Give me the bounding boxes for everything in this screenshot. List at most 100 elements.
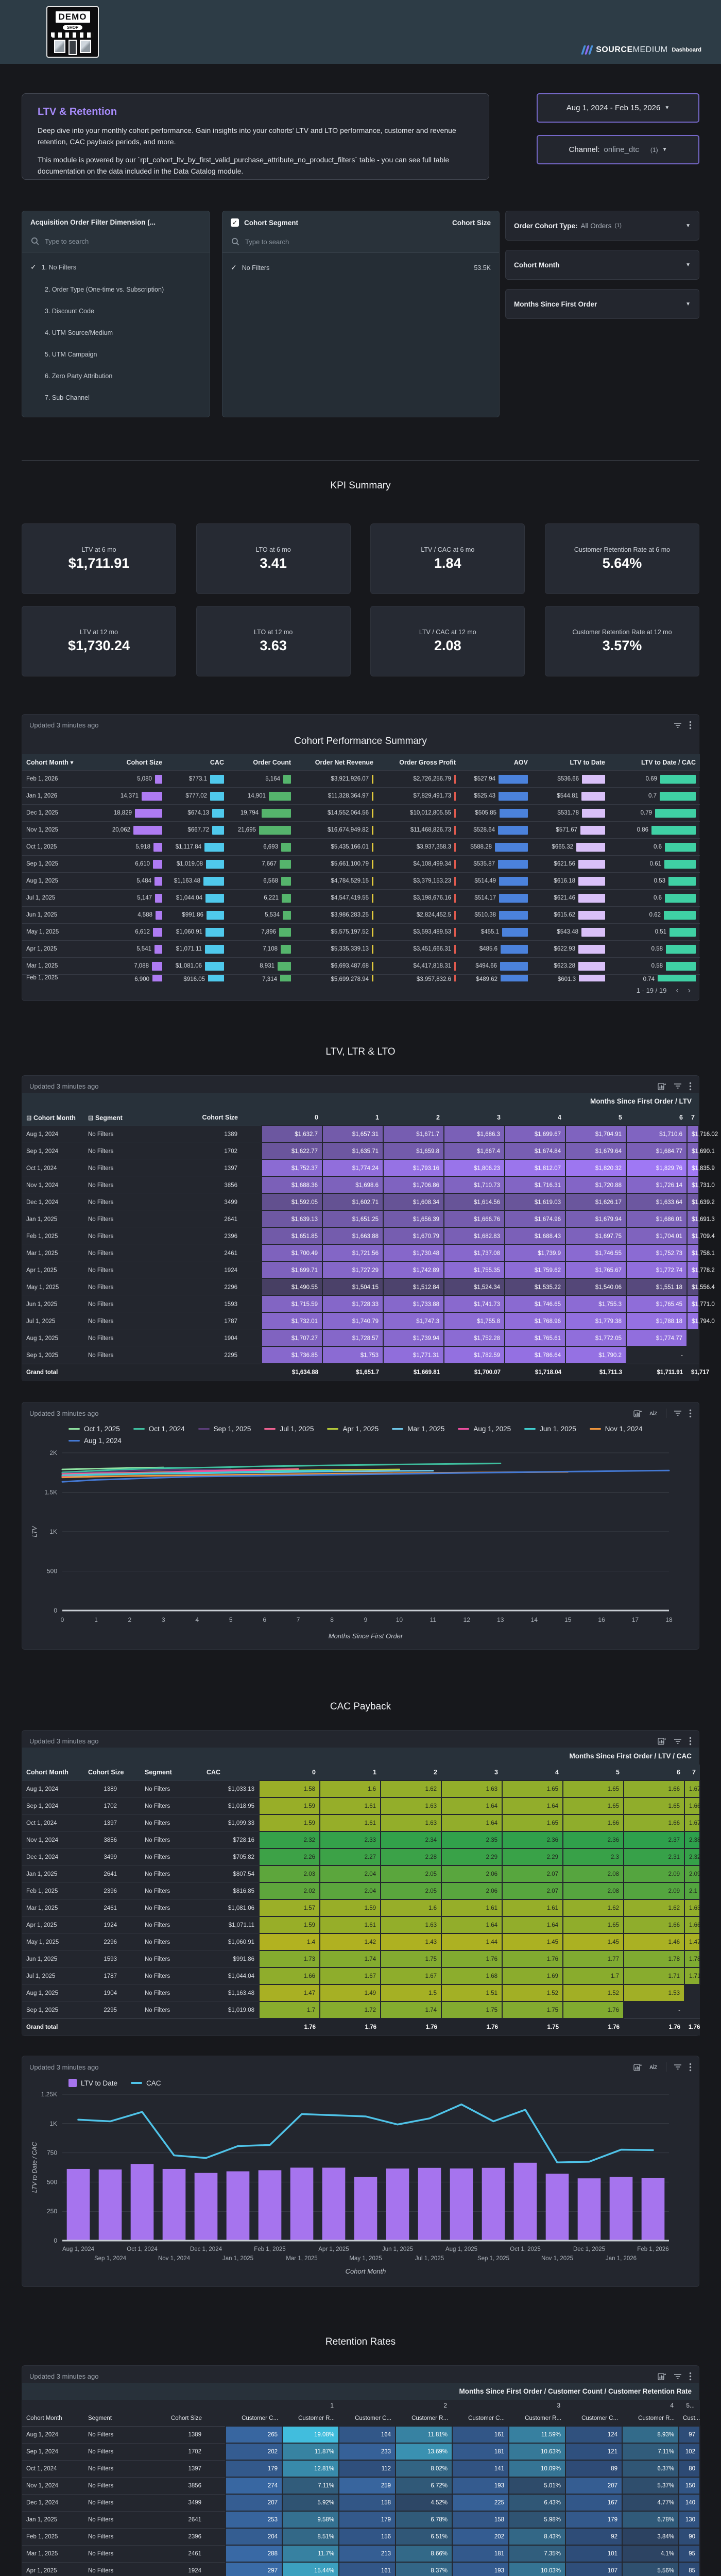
kebab-menu-icon[interactable] — [689, 2063, 692, 2072]
filter-option[interactable]: 7. Sub-Channel — [22, 387, 210, 409]
left-cell: $1,060.91 — [202, 1933, 259, 1951]
filter-icon[interactable] — [674, 1082, 682, 1090]
grand-total-cell: $1,718.04 — [505, 1363, 565, 1381]
filter-option[interactable]: 2. Order Type (One-time vs. Subscription… — [22, 279, 210, 300]
legend-item[interactable]: Oct 1, 2025 — [68, 1425, 120, 1433]
legend-item[interactable]: Jul 1, 2025 — [264, 1425, 314, 1433]
legend-item[interactable]: Oct 1, 2024 — [133, 1425, 185, 1433]
value-bar — [578, 876, 605, 886]
left-cell: 3499 — [141, 2494, 226, 2511]
metric-cell: $5,435,166.01 — [295, 838, 377, 856]
cohort-performance-title: Cohort Performance Summary — [294, 736, 427, 747]
channel-filter[interactable]: Channel: online_dtc (1) ▼ — [537, 135, 699, 164]
kebab-menu-icon[interactable] — [689, 1737, 692, 1745]
svg-text:Mar 1, 2025: Mar 1, 2025 — [286, 2256, 317, 2262]
pagination-prev-button[interactable]: ‹ — [676, 986, 679, 995]
cohort-month-cell: Sep 1, 2025 — [22, 855, 99, 873]
value-bar — [372, 774, 373, 784]
kebab-menu-icon[interactable] — [689, 1082, 692, 1091]
kebab-menu-icon[interactable] — [689, 1409, 692, 1418]
legend-item[interactable]: Aug 1, 2024 — [68, 1437, 122, 1445]
kebab-menu-icon[interactable] — [689, 721, 692, 730]
chart-export-icon[interactable] — [658, 1082, 666, 1091]
order-cohort-type-dropdown[interactable]: Order Cohort Type: All Orders (1) ▼ — [505, 211, 699, 241]
left-cell: No Filters — [141, 1848, 202, 1866]
value-bar — [501, 944, 528, 954]
left-cell: 2295 — [156, 1346, 262, 1364]
chart-export-icon[interactable] — [658, 1737, 666, 1745]
column-header: Segment — [84, 2411, 141, 2427]
cohort-month-dropdown[interactable]: Cohort Month ▼ — [505, 250, 699, 280]
pagination-next-button[interactable]: › — [688, 986, 691, 995]
column-header: 6 — [626, 1109, 687, 1126]
heat-cell: $1,684.77 — [626, 1142, 688, 1160]
legend-item[interactable]: CAC — [131, 2079, 161, 2087]
heat-cell: 2.08 — [562, 1865, 624, 1883]
cohort-month-cell: May 1, 2025 — [22, 1933, 84, 1951]
heat-cell: $1,706.86 — [383, 1176, 444, 1194]
segment-option[interactable]: ✓ No Filters 53.5K — [222, 256, 499, 279]
chart-export-icon[interactable] — [633, 2063, 642, 2072]
filter-option[interactable]: 4. UTM Source/Medium — [22, 322, 210, 344]
chart-export-icon[interactable] — [633, 1409, 642, 1418]
heat-cell: 1.66 — [684, 1797, 700, 1815]
left-cell: 2396 — [156, 1227, 262, 1245]
value-bar — [579, 975, 605, 982]
svg-text:Dec 1, 2024: Dec 1, 2024 — [190, 2246, 222, 2252]
legend-item[interactable]: Mar 1, 2025 — [392, 1425, 444, 1433]
cohort-month-cell: Mar 1, 2025 — [22, 957, 99, 975]
acq-search-input[interactable]: Type to search — [22, 231, 210, 252]
segment-select-all-checkbox[interactable]: ✓ — [231, 218, 239, 227]
heat-cell: $1,790.2 — [565, 1346, 627, 1364]
months-since-first-order-dropdown[interactable]: Months Since First Order ▼ — [505, 289, 699, 319]
filter-icon[interactable] — [674, 1410, 682, 1417]
legend-item[interactable]: Sep 1, 2025 — [198, 1425, 251, 1433]
filter-icon[interactable] — [674, 1738, 682, 1745]
filter-icon[interactable] — [674, 722, 682, 729]
legend-item[interactable]: Nov 1, 2024 — [589, 1425, 643, 1433]
heat-cell: $1,726.14 — [626, 1176, 688, 1194]
filter-option[interactable]: ✓ 1. No Filters — [22, 256, 210, 279]
metric-cell: 5,541 — [99, 940, 166, 958]
left-cell: 3499 — [156, 1193, 262, 1211]
filter-icon[interactable] — [674, 2373, 682, 2380]
segment-search-input[interactable]: Type to search — [222, 232, 499, 253]
legend-item[interactable]: Apr 1, 2025 — [327, 1425, 379, 1433]
date-range-picker[interactable]: Aug 1, 2024 - Feb 15, 2026 ▼ — [537, 93, 699, 123]
svg-text:1: 1 — [94, 1616, 98, 1623]
left-cell: No Filters — [141, 1831, 202, 1849]
heat-cell: 1.42 — [319, 1933, 381, 1951]
heat-cell: 2.3 — [562, 1848, 624, 1866]
legend-item[interactable]: Jun 1, 2025 — [524, 1425, 576, 1433]
column-header: 0 — [262, 1109, 322, 1126]
cohort-month-cell: Oct 1, 2024 — [22, 1814, 84, 1832]
legend-item[interactable]: LTV to Date — [68, 2079, 117, 2087]
grand-total-label: Grand total — [22, 1363, 262, 1381]
metric-cell: 6,221 — [228, 889, 295, 907]
heat-cell: $1,820.32 — [565, 1159, 627, 1177]
metric-cell: $11,468,826.73 — [377, 821, 460, 839]
heat-cell: $1,806.23 — [443, 1159, 505, 1177]
heat-cell: 130 — [678, 2511, 701, 2529]
chart-export-icon[interactable] — [658, 2372, 666, 2381]
left-cell: $1,163.48 — [202, 1984, 259, 2002]
table-row: May 1, 2025 2296 No Filters $1,060.91 1.4 1.4… — [22, 1933, 700, 1951]
filter-option[interactable]: 6. Zero Party Attribution — [22, 365, 210, 387]
filter-icon[interactable] — [674, 2063, 682, 2071]
left-cell: No Filters — [84, 2426, 141, 2443]
column-header: Cohort Month — [22, 2411, 84, 2427]
heat-cell: 1.63 — [441, 1780, 503, 1798]
grand-total-cell: 1.76 — [259, 2018, 320, 2036]
filter-option[interactable]: 3. Discount Code — [22, 300, 210, 322]
kebab-menu-icon[interactable] — [689, 2372, 692, 2381]
heat-cell: 12.81% — [282, 2460, 340, 2478]
heat-cell: 2.06 — [441, 1882, 503, 1900]
legend-item[interactable]: Aug 1, 2025 — [458, 1425, 511, 1433]
grand-total-cell: 1.76 — [563, 2018, 624, 2036]
kpi-card: Customer Retention Rate at 12 mo 3.57% — [544, 606, 699, 676]
heat-cell: $1,793.16 — [383, 1159, 444, 1177]
filter-option[interactable]: 5. UTM Campaign — [22, 344, 210, 365]
chevron-down-icon: ▼ — [664, 105, 670, 111]
